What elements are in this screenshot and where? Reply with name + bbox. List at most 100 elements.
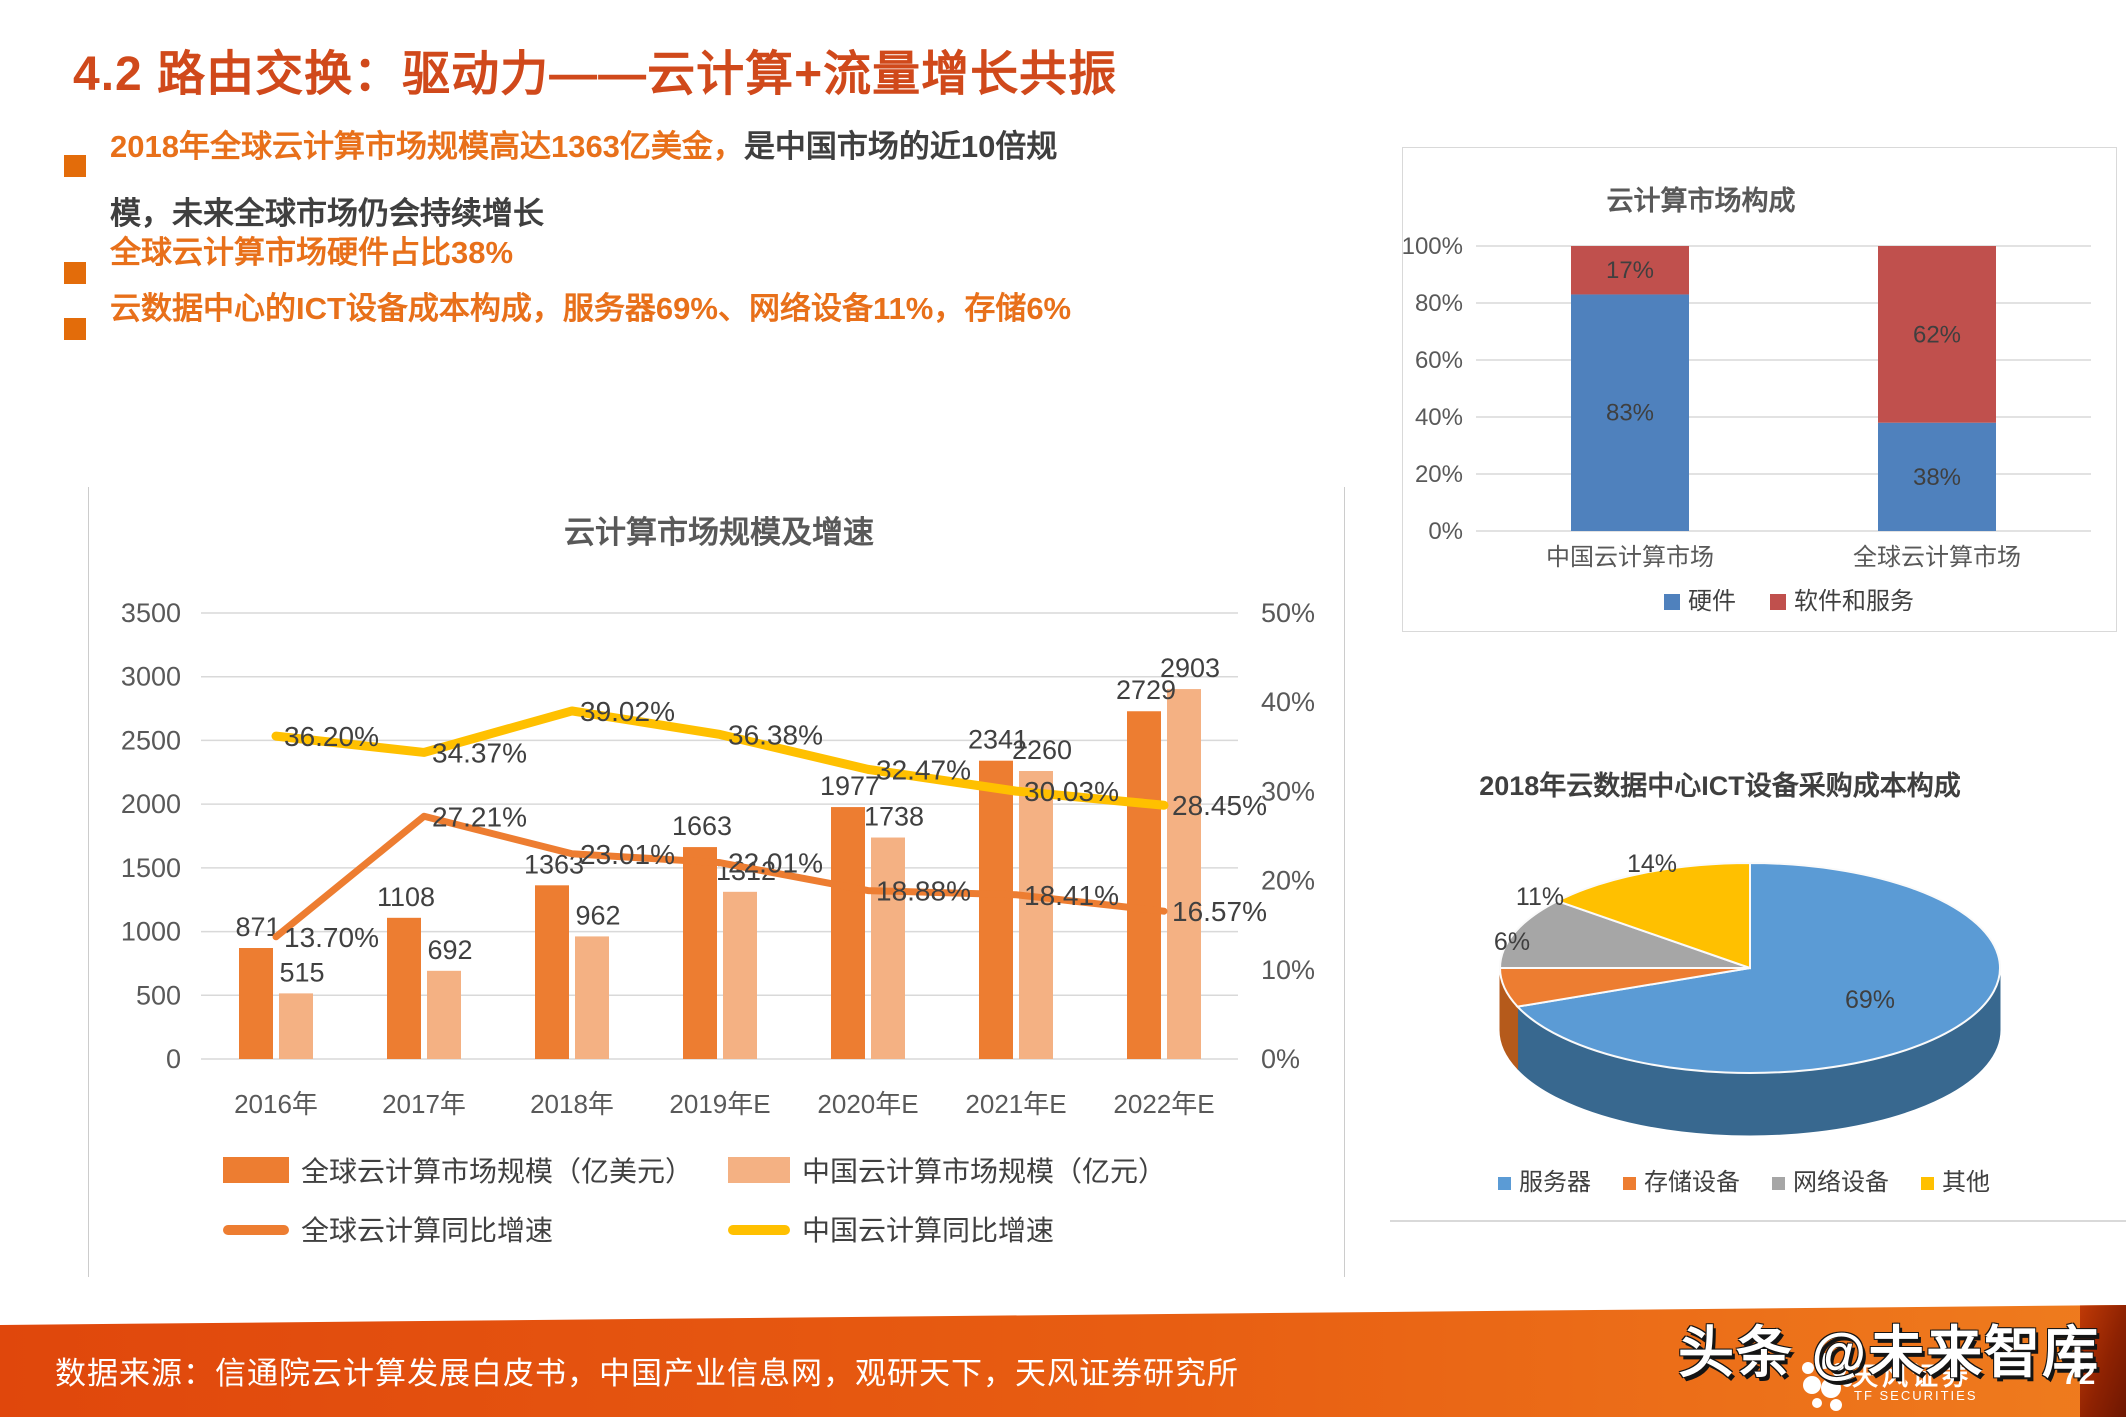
pie-chart-svg: 2018年云数据中心ICT设备采购成本构成 69% 6% 11% 14% 服务器 存储设备 网…	[1479, 770, 2001, 1196]
svg-text:2341: 2341	[968, 725, 1028, 755]
svg-text:50%: 50%	[1261, 598, 1315, 628]
svg-text:3500: 3500	[121, 598, 181, 628]
svg-text:23.01%: 23.01%	[580, 839, 675, 870]
svg-text:2020年E: 2020年E	[817, 1089, 918, 1119]
combo-chart-svg: 0 500 1000 1500 2000 2500 3000 3500 0% 10% 20% 30% 4…	[121, 515, 1315, 1246]
bullet-1-line2: 模，未来全球市场仍会持续增长	[110, 196, 544, 231]
tf-logo-flower-icon	[1802, 1353, 1852, 1411]
svg-text:软件和服务: 软件和服务	[1794, 588, 1914, 615]
bullet-square-3	[64, 318, 86, 340]
svg-text:30.03%: 30.03%	[1024, 776, 1119, 807]
footer-accent-strip	[2080, 1305, 2126, 1417]
svg-text:2022年E: 2022年E	[1113, 1089, 1214, 1119]
page-number: 72	[2062, 1358, 2096, 1391]
watermark: 头条 @未来智库	[1678, 1321, 2101, 1384]
bullet-1-highlight: 2018年全球云计算市场规模高达1363亿美金，	[110, 129, 744, 164]
svg-text:14%: 14%	[1627, 850, 1677, 878]
svg-text:云计算市场构成: 云计算市场构成	[1607, 185, 1796, 216]
svg-text:28.45%: 28.45%	[1172, 790, 1267, 821]
svg-text:62%: 62%	[1913, 321, 1961, 348]
svg-text:存储设备: 存储设备	[1644, 1169, 1740, 1196]
svg-text:10%: 10%	[1261, 955, 1315, 985]
svg-text:962: 962	[575, 900, 620, 930]
page-title: 4.2 路由交换：驱动力——云计算+流量增长共振	[73, 48, 1118, 101]
svg-text:中国云计算同比增速: 中国云计算同比增速	[802, 1215, 1054, 1246]
data-source-note: 数据来源：信通院云计算发展白皮书，中国产业信息网，观研天下，天风证券研究所	[55, 1356, 1239, 1391]
svg-text:80%: 80%	[1415, 290, 1463, 317]
svg-text:500: 500	[136, 980, 181, 1010]
svg-text:1500: 1500	[121, 853, 181, 883]
stacked-chart-svg: 0% 20% 40% 60% 80% 100% 云计算市场构成 83% 17% 中国云计算市场 38…	[1402, 185, 2091, 615]
bullet-item-2: 全球云计算市场硬件占比38%	[110, 235, 514, 270]
svg-text:0%: 0%	[1261, 1044, 1300, 1074]
logo-text-en: TF SECURITIES	[1854, 1388, 1978, 1403]
svg-text:全球云计算市场: 全球云计算市场	[1853, 544, 2021, 571]
bullet-item-1: 2018年全球云计算市场规模高达1363亿美金，是中国市场的近10倍规 模，未来…	[110, 113, 1130, 247]
svg-text:20%: 20%	[1261, 866, 1315, 896]
svg-text:60%: 60%	[1415, 347, 1463, 374]
svg-text:34.37%: 34.37%	[432, 737, 527, 768]
svg-text:硬件: 硬件	[1688, 588, 1736, 615]
svg-text:2021年E: 2021年E	[965, 1089, 1066, 1119]
svg-text:0%: 0%	[1428, 518, 1463, 545]
svg-text:1738: 1738	[864, 802, 924, 832]
svg-text:2018年云数据中心ICT设备采购成本构成: 2018年云数据中心ICT设备采购成本构成	[1479, 770, 1961, 801]
svg-text:其他: 其他	[1942, 1169, 1990, 1196]
svg-text:中国云计算市场: 中国云计算市场	[1546, 544, 1714, 571]
svg-text:13.70%: 13.70%	[284, 922, 379, 953]
svg-text:11%: 11%	[1516, 883, 1564, 911]
svg-text:18.88%: 18.88%	[876, 876, 971, 907]
svg-text:692: 692	[427, 935, 472, 965]
bullet-square-1	[64, 155, 86, 177]
stacked-chart-market-composition: 0% 20% 40% 60% 80% 100% 云计算市场构成 83% 17% 中国云计算市场 38…	[1402, 147, 2117, 632]
svg-text:1000: 1000	[121, 917, 181, 947]
bullet-1-rest: 是中国市场的近10倍规	[743, 129, 1058, 164]
svg-text:40%: 40%	[1415, 404, 1463, 431]
svg-text:1977: 1977	[820, 771, 880, 801]
svg-text:全球云计算市场规模（亿美元）: 全球云计算市场规模（亿美元）	[301, 1156, 693, 1187]
pie-chart-ict-cost: 2018年云数据中心ICT设备采购成本构成 69% 6% 11% 14% 服务器 存储设备 网…	[1390, 700, 2126, 1222]
svg-text:83%: 83%	[1606, 400, 1654, 427]
svg-text:30%: 30%	[1261, 776, 1315, 806]
svg-text:6%: 6%	[1494, 928, 1530, 956]
svg-text:全球云计算同比增速: 全球云计算同比增速	[301, 1215, 553, 1246]
svg-text:2017年: 2017年	[382, 1089, 466, 1119]
svg-text:17%: 17%	[1606, 257, 1654, 284]
logo-text-cn: 天风证券	[1852, 1361, 1973, 1391]
svg-text:1663: 1663	[672, 811, 732, 841]
svg-text:40%: 40%	[1261, 687, 1315, 717]
svg-text:36.20%: 36.20%	[284, 721, 379, 752]
footer-bar	[0, 1305, 2126, 1417]
svg-text:100%: 100%	[1403, 233, 1463, 260]
svg-text:2903: 2903	[1160, 653, 1220, 683]
tf-securities-logo: 天风证券 TF SECURITIES	[1790, 1352, 2120, 1412]
svg-text:32.47%: 32.47%	[876, 754, 971, 785]
svg-text:2729: 2729	[1116, 675, 1176, 705]
svg-text:2260: 2260	[1012, 735, 1072, 765]
svg-text:中国云计算市场规模（亿元）: 中国云计算市场规模（亿元）	[802, 1156, 1166, 1187]
svg-text:69%: 69%	[1845, 986, 1895, 1014]
svg-text:服务器: 服务器	[1519, 1169, 1591, 1196]
svg-text:云计算市场规模及增速: 云计算市场规模及增速	[564, 515, 874, 550]
svg-text:16.57%: 16.57%	[1172, 896, 1267, 927]
svg-text:38%: 38%	[1913, 464, 1961, 491]
bullet-square-2	[64, 262, 86, 284]
svg-text:2019年E: 2019年E	[669, 1089, 770, 1119]
bullet-item-3: 云数据中心的ICT设备成本构成，服务器69%、网络设备11%，存储6%	[110, 291, 1072, 326]
svg-text:27.21%: 27.21%	[432, 801, 527, 832]
svg-text:网络设备: 网络设备	[1793, 1169, 1889, 1196]
svg-text:515: 515	[279, 957, 324, 987]
svg-text:2500: 2500	[121, 725, 181, 755]
svg-text:2000: 2000	[121, 789, 181, 819]
svg-text:20%: 20%	[1415, 461, 1463, 488]
svg-text:18.41%: 18.41%	[1024, 880, 1119, 911]
svg-text:2018年: 2018年	[530, 1089, 614, 1119]
svg-text:3000: 3000	[121, 662, 181, 692]
svg-text:2016年: 2016年	[234, 1089, 318, 1119]
svg-text:0: 0	[166, 1044, 181, 1074]
svg-text:1108: 1108	[377, 882, 435, 912]
svg-text:36.38%: 36.38%	[728, 719, 823, 750]
svg-text:39.02%: 39.02%	[580, 696, 675, 727]
svg-text:22.01%: 22.01%	[728, 848, 823, 879]
